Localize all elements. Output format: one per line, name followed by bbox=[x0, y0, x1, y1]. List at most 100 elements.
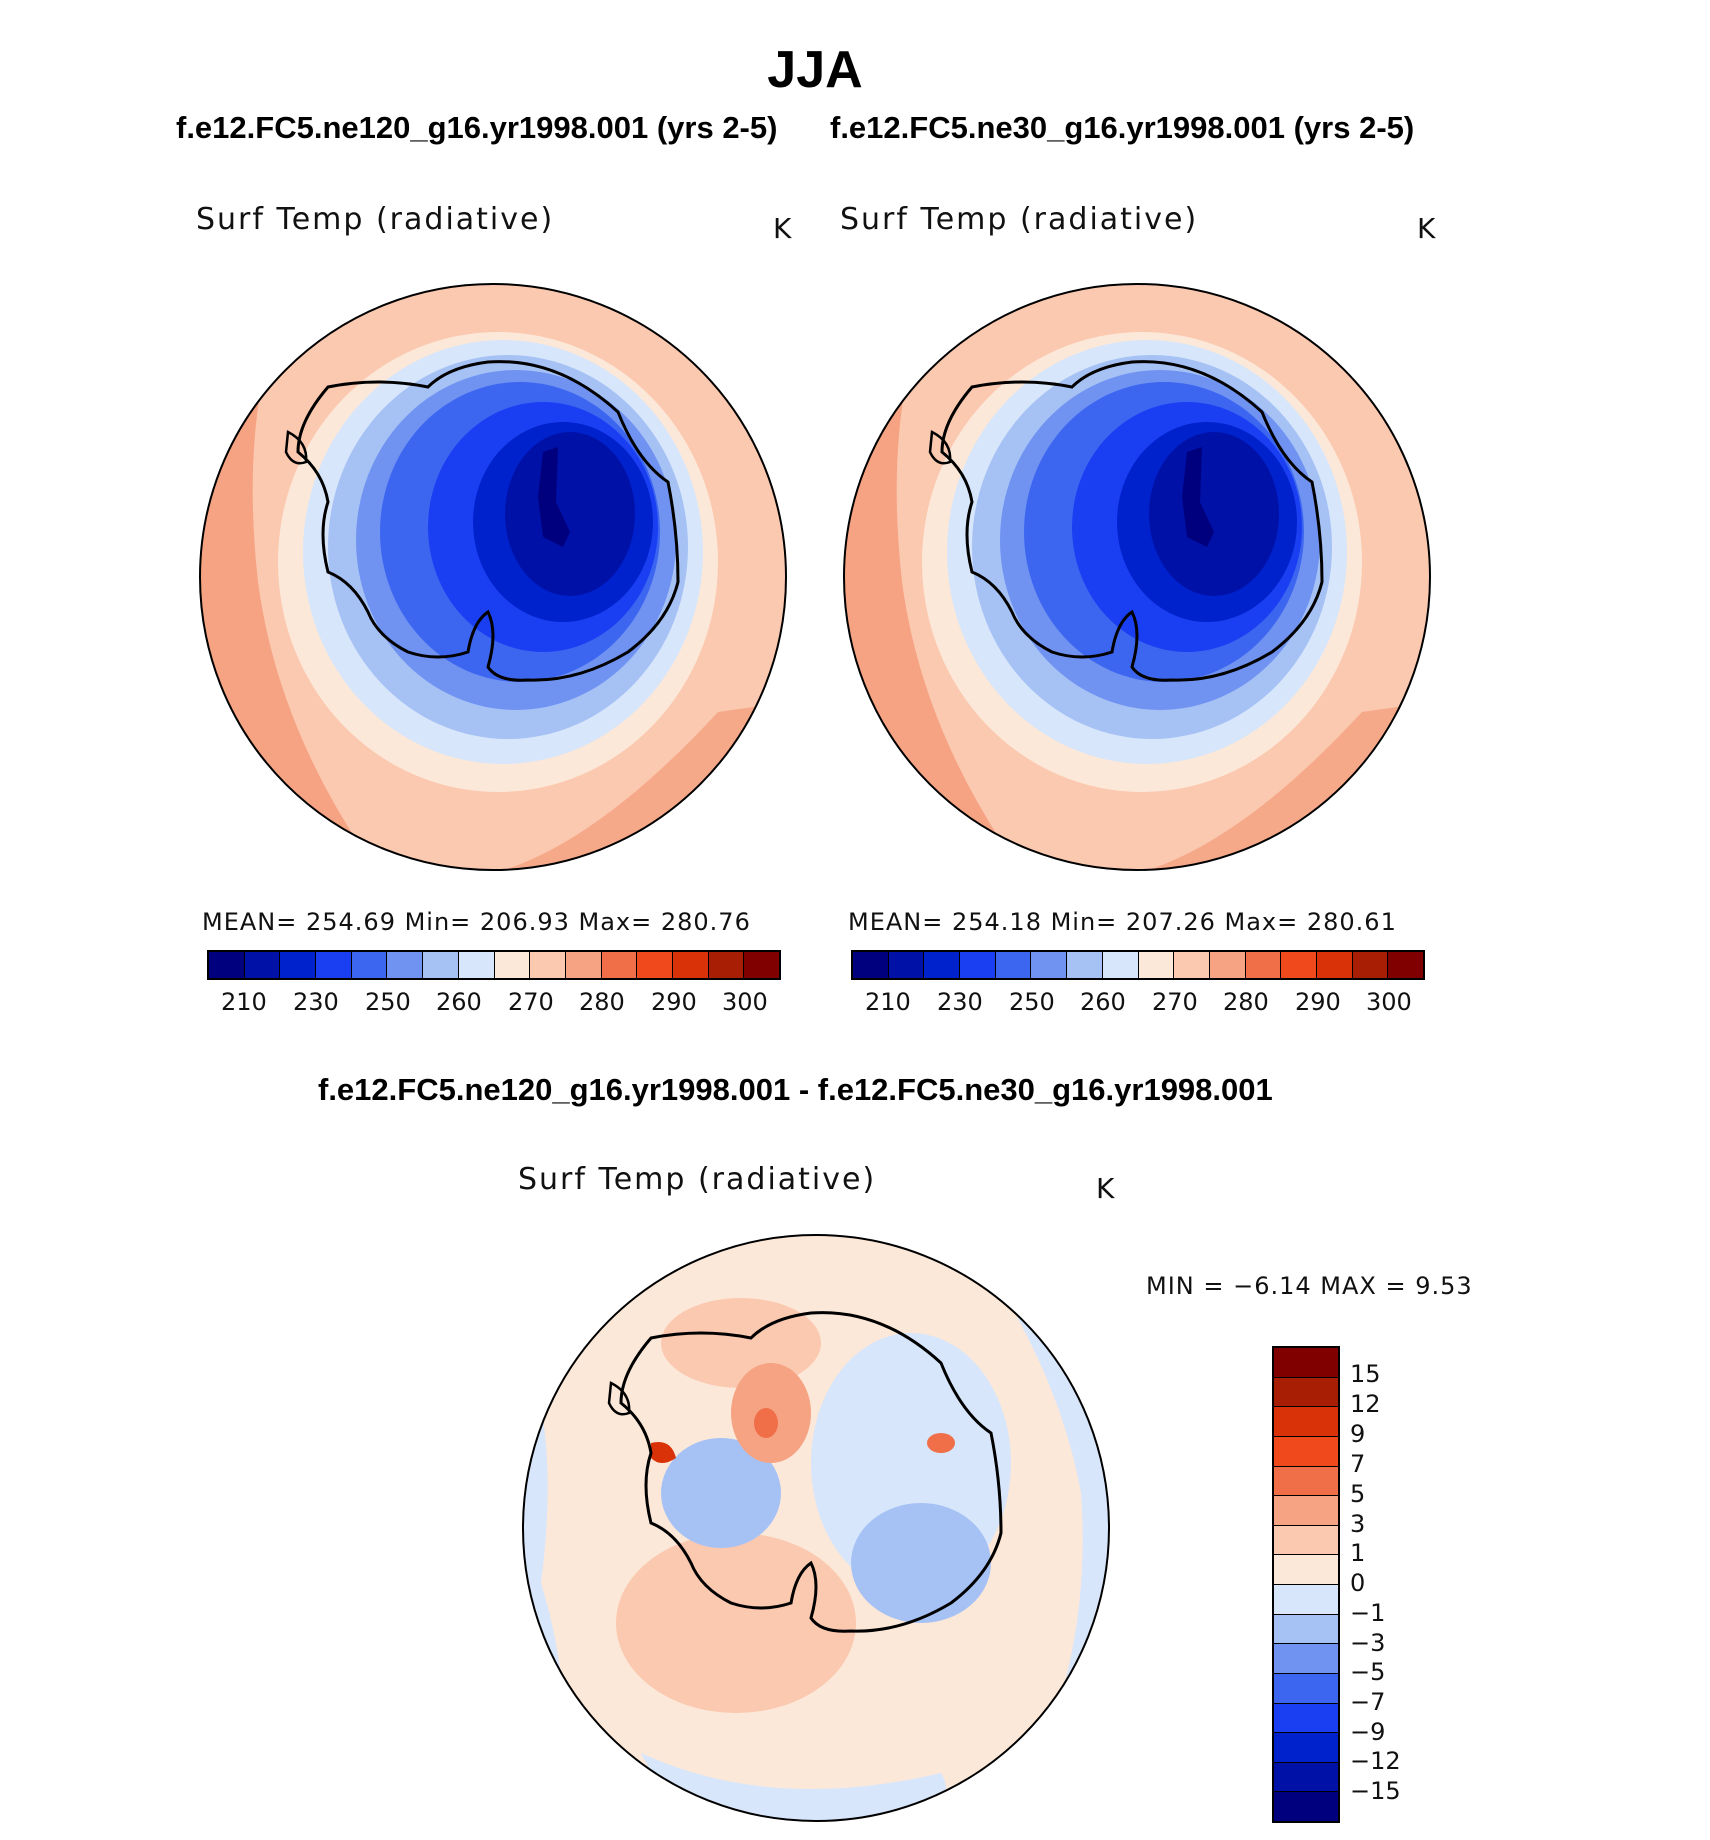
colorbar-swatch bbox=[209, 952, 245, 978]
panel-2-units: K bbox=[1417, 212, 1436, 245]
colorbar-swatch bbox=[1274, 1496, 1338, 1526]
colorbar-swatch bbox=[853, 952, 889, 978]
colorbar-tick: 290 bbox=[1295, 988, 1341, 1016]
colorbar-tick: 270 bbox=[1152, 988, 1198, 1016]
colorbar-swatch bbox=[387, 952, 424, 978]
colorbar-tick: 7 bbox=[1350, 1450, 1366, 1478]
colorbar-swatch bbox=[1274, 1614, 1338, 1645]
colorbar-swatch bbox=[1274, 1673, 1338, 1704]
colorbar-swatch bbox=[1274, 1348, 1338, 1378]
colorbar-swatch bbox=[458, 952, 495, 978]
colorbar-swatch bbox=[1352, 952, 1389, 978]
colorbar-swatch bbox=[1209, 952, 1246, 978]
colorbar-tick: 3 bbox=[1350, 1510, 1366, 1538]
colorbar-tick: 270 bbox=[508, 988, 554, 1016]
colorbar-swatch bbox=[494, 952, 531, 978]
colorbar-swatch bbox=[1274, 1377, 1338, 1408]
colorbar-tick: 250 bbox=[1009, 988, 1055, 1016]
colorbar-tick: 5 bbox=[1350, 1480, 1366, 1508]
panel-1-polar-map bbox=[199, 283, 787, 871]
colorbar-tick: 12 bbox=[1350, 1390, 1381, 1418]
colorbar-tick: −5 bbox=[1350, 1658, 1386, 1686]
colorbar-swatch bbox=[1031, 952, 1068, 978]
colorbar-swatch bbox=[995, 952, 1032, 978]
colorbar-swatch bbox=[1316, 952, 1353, 978]
colorbar-swatch bbox=[1274, 1585, 1338, 1615]
colorbar-swatch bbox=[672, 952, 709, 978]
colorbar-swatch bbox=[1274, 1762, 1338, 1793]
colorbar-tick: 230 bbox=[293, 988, 339, 1016]
colorbar-tick: 300 bbox=[1366, 988, 1412, 1016]
panel-2-run-title: f.e12.FC5.ne30_g16.yr1998.001 (yrs 2-5) bbox=[830, 110, 1415, 145]
difference-title: f.e12.FC5.ne120_g16.yr1998.001 - f.e12.F… bbox=[318, 1072, 1273, 1107]
colorbar-swatch bbox=[1138, 952, 1175, 978]
difference-colorbar bbox=[1272, 1346, 1340, 1823]
panel-2-colorbar-ticks: 210 230 250 260 270 280 290 300 bbox=[851, 988, 1425, 1018]
colorbar-swatch bbox=[351, 952, 388, 978]
panel-2-polar-map bbox=[843, 283, 1431, 871]
colorbar-tick: 260 bbox=[436, 988, 482, 1016]
panel-1-stats: MEAN= 254.69 Min= 206.93 Max= 280.76 bbox=[202, 908, 751, 936]
colorbar-swatch bbox=[601, 952, 638, 978]
colorbar-swatch bbox=[637, 952, 673, 978]
colorbar-swatch bbox=[1102, 952, 1139, 978]
colorbar-tick: 300 bbox=[722, 988, 768, 1016]
colorbar-swatch bbox=[744, 952, 779, 978]
panel-2-colorbar bbox=[851, 950, 1425, 980]
colorbar-swatch bbox=[423, 952, 459, 978]
season-title: JJA bbox=[767, 41, 863, 99]
panel-1-colorbar-ticks: 210 230 250 260 270 280 290 300 bbox=[207, 988, 781, 1018]
colorbar-tick: 15 bbox=[1350, 1360, 1381, 1388]
colorbar-swatch bbox=[565, 952, 602, 978]
colorbar-swatch bbox=[1281, 952, 1317, 978]
colorbar-tick: 0 bbox=[1350, 1569, 1366, 1597]
difference-colorbar-ticks: 15 12 9 7 5 3 1 0 −1 −3 −5 −7 −9 −12 −15 bbox=[1350, 1346, 1430, 1823]
colorbar-tick: 210 bbox=[865, 988, 911, 1016]
colorbar-swatch bbox=[244, 952, 281, 978]
colorbar-swatch bbox=[1274, 1733, 1338, 1763]
colorbar-tick: 260 bbox=[1080, 988, 1126, 1016]
colorbar-swatch bbox=[280, 952, 317, 978]
colorbar-tick: −12 bbox=[1350, 1747, 1401, 1775]
colorbar-tick: −9 bbox=[1350, 1718, 1386, 1746]
colorbar-swatch bbox=[1274, 1407, 1338, 1437]
difference-minmax: MIN = −6.14 MAX = 9.53 bbox=[1146, 1272, 1473, 1300]
panel-1-units: K bbox=[773, 212, 792, 245]
colorbar-tick: 250 bbox=[365, 988, 411, 1016]
panel-1-colorbar bbox=[207, 950, 781, 980]
colorbar-tick: 1 bbox=[1350, 1539, 1366, 1567]
panel-2-variable-label: Surf Temp (radiative) bbox=[840, 202, 1199, 237]
colorbar-swatch bbox=[1174, 952, 1210, 978]
difference-units: K bbox=[1096, 1172, 1115, 1205]
colorbar-tick: 280 bbox=[579, 988, 625, 1016]
colorbar-swatch bbox=[316, 952, 352, 978]
colorbar-tick: 210 bbox=[221, 988, 267, 1016]
panel-1-run-title: f.e12.FC5.ne120_g16.yr1998.001 (yrs 2-5) bbox=[176, 110, 778, 145]
colorbar-swatch bbox=[960, 952, 996, 978]
panel-1-variable-label: Surf Temp (radiative) bbox=[196, 202, 555, 237]
colorbar-tick: −15 bbox=[1350, 1777, 1401, 1805]
colorbar-tick: −3 bbox=[1350, 1629, 1386, 1657]
colorbar-swatch bbox=[1274, 1525, 1338, 1556]
colorbar-tick: 9 bbox=[1350, 1420, 1366, 1448]
colorbar-swatch bbox=[708, 952, 745, 978]
colorbar-swatch bbox=[1274, 1555, 1338, 1585]
difference-variable-label: Surf Temp (radiative) bbox=[518, 1162, 877, 1197]
colorbar-swatch bbox=[924, 952, 961, 978]
colorbar-tick: 280 bbox=[1223, 988, 1269, 1016]
colorbar-tick: 230 bbox=[937, 988, 983, 1016]
colorbar-swatch bbox=[1274, 1466, 1338, 1497]
colorbar-swatch bbox=[1067, 952, 1103, 978]
colorbar-swatch bbox=[1274, 1644, 1338, 1674]
colorbar-swatch bbox=[1245, 952, 1282, 978]
difference-polar-map bbox=[522, 1234, 1110, 1822]
colorbar-swatch bbox=[530, 952, 566, 978]
colorbar-tick: 290 bbox=[651, 988, 697, 1016]
colorbar-swatch bbox=[1274, 1703, 1338, 1734]
colorbar-swatch bbox=[1274, 1436, 1338, 1467]
panel-2-stats: MEAN= 254.18 Min= 207.26 Max= 280.61 bbox=[848, 908, 1397, 936]
colorbar-tick: −7 bbox=[1350, 1688, 1386, 1716]
colorbar-tick: −1 bbox=[1350, 1599, 1386, 1627]
colorbar-swatch bbox=[888, 952, 925, 978]
